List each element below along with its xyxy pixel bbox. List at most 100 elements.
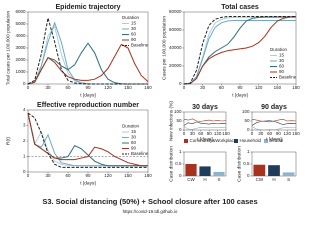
x-tick-label: H (272, 177, 275, 182)
y-tick-label: 50 (176, 118, 182, 123)
legend-swatch (264, 139, 268, 143)
x-tick-label: 30 (258, 131, 264, 136)
y-tick-label: 100 (174, 109, 182, 114)
x-axis-label: t [days] (80, 180, 95, 186)
y-tick-label: 0.5 (243, 161, 250, 166)
x-tick-label: 90 (276, 131, 282, 136)
legend-title: Duration (122, 15, 140, 20)
x-tick-label: 180 (144, 173, 152, 178)
x-tick-label: 0 (27, 173, 30, 178)
y-tick-label: 1000 (15, 69, 26, 74)
y-axis-label: Total cases per 100,000 population (5, 10, 11, 85)
x-tick-label: 60 (219, 85, 225, 90)
y-tick-label: 40000 (169, 45, 182, 50)
x-tick-label: 180 (144, 85, 152, 90)
x-tick-label: 120 (104, 85, 112, 90)
y-tick-label: 2 (23, 138, 26, 143)
x-tick-label: 120 (255, 85, 263, 90)
series-line (183, 16, 297, 85)
y-tick-label: 100 (242, 109, 250, 114)
y-axis-label: Cases per 100,000 population (161, 16, 167, 80)
legend-label: 90 (279, 69, 285, 74)
x-tick-label: 0 (27, 85, 30, 90)
y-tick-label: 4 (23, 107, 26, 112)
x-tick-label: 150 (124, 173, 132, 178)
y-tick-label: 0 (179, 127, 182, 132)
x-tick-label: S (217, 177, 220, 182)
legend-label: Baseline (131, 43, 149, 48)
x-tick-label: 150 (274, 85, 282, 90)
legend-label: 60 (131, 32, 137, 37)
y-tick-label: 0 (23, 169, 26, 174)
x-tick-label: 150 (124, 85, 132, 90)
legend-label: 30 (131, 135, 137, 140)
x-tick-label: 30 (45, 85, 51, 90)
x-tick-label: 0 (183, 85, 186, 90)
series-line (251, 120, 297, 126)
y-tick-label: 20000 (169, 63, 182, 68)
panel-title: 30 days (192, 104, 218, 111)
x-tick-label: 60 (65, 173, 71, 178)
x-tick-label: 0 (183, 131, 186, 136)
y-tick-label: 50 (244, 118, 250, 123)
y-tick-label: 6000 (15, 9, 26, 14)
x-tick-label: 90 (207, 131, 213, 136)
figure: S3. Social distancing (50%) + School clo… (5, 4, 300, 214)
legend-label: 90 (131, 37, 137, 42)
bar (268, 165, 280, 176)
legend-label: 15 (131, 129, 137, 134)
bar (199, 166, 211, 176)
y-tick-label: 1 (247, 149, 250, 154)
x-tick-label: 30 (200, 85, 206, 90)
x-tick-label: CW (256, 177, 264, 182)
panel-title: Effective reproduction number (37, 102, 139, 109)
y-tick-label: 1 (179, 149, 182, 154)
legend-label: Baseline (131, 151, 149, 156)
y-tick-label: 0 (23, 81, 26, 86)
bar (213, 171, 225, 176)
series-line (27, 25, 148, 85)
x-tick-label: 60 (198, 131, 204, 136)
y-tick-label: 0 (179, 81, 182, 86)
x-tick-label: H (203, 177, 206, 182)
series-line (183, 126, 227, 130)
series-line (251, 118, 297, 123)
y-tick-label: 3 (23, 123, 26, 128)
legend-label: Baseline (279, 75, 297, 80)
y-tick-label: 60000 (169, 27, 182, 32)
series-line (27, 112, 148, 167)
legend-label: 15 (131, 21, 137, 26)
x-tick-label: 90 (85, 173, 91, 178)
series-line (183, 16, 296, 85)
legend-swatch (184, 139, 188, 143)
series-line (27, 112, 148, 168)
legend-title: Duration (270, 47, 288, 52)
y-tick-label: 0 (247, 173, 250, 178)
legend-label: Community&Workplace (190, 138, 237, 143)
legend-label: School (270, 138, 284, 143)
y-axis-label: R(t) (5, 137, 11, 145)
bar (185, 164, 197, 176)
series-line (251, 126, 297, 130)
x-axis-label: t [days] (80, 92, 95, 98)
y-axis-label: Case distribution (236, 146, 242, 182)
y-tick-label: 0 (247, 127, 250, 132)
x-tick-label: 30 (190, 131, 196, 136)
x-axis-label: t [days] (266, 136, 281, 142)
x-tick-label: 180 (292, 85, 300, 90)
y-tick-label: 2000 (15, 57, 26, 62)
x-tick-label: 90 (237, 85, 243, 90)
x-tick-label: 150 (222, 131, 230, 136)
x-tick-label: 120 (214, 131, 222, 136)
y-tick-label: 4000 (15, 33, 26, 38)
y-tick-label: 5000 (15, 21, 26, 26)
legend-label: Household (240, 138, 262, 143)
figure-url: https://covid-19.tdl.github.io (123, 209, 178, 214)
bar (253, 164, 266, 176)
x-tick-label: 0 (251, 131, 254, 136)
legend-label: 30 (131, 26, 137, 31)
panel-title: Epidemic trajectory (56, 4, 121, 11)
x-tick-label: CW (187, 177, 195, 182)
x-tick-label: 30 (45, 173, 51, 178)
y-axis-label: New infections (%) (168, 101, 174, 141)
